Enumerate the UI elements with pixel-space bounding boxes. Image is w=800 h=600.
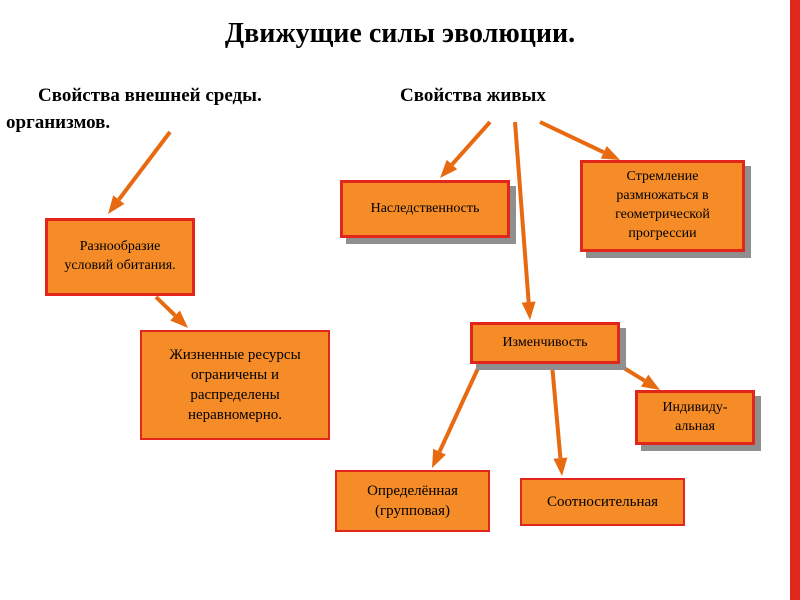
arrowhead-living-to-variability — [522, 302, 536, 320]
arrow-living-to-reproduction — [540, 122, 604, 152]
arrow-var-to-correlative — [552, 364, 560, 458]
subtitle-right: Свойства живых — [400, 85, 546, 107]
box-definite: Определённая (групповая) — [335, 470, 490, 532]
arrow-habitat-to-resources — [156, 297, 175, 315]
box-resources: Жизненные ресурсы ограничены и распредел… — [140, 330, 330, 440]
box-habitat: Разнообразие условий обитания. — [45, 218, 195, 296]
arrow-env-to-habitat — [119, 132, 170, 200]
page-title: Движущие силы эволюции. — [0, 18, 800, 50]
arrowhead-var-to-correlative — [553, 457, 567, 476]
box-correlative-label: Соотносительная — [528, 492, 677, 512]
accent-band — [790, 0, 800, 600]
box-definite-label: Определённая (групповая) — [343, 481, 482, 522]
arrow-var-to-definite — [440, 364, 480, 452]
arrowhead-habitat-to-resources — [170, 310, 188, 328]
box-habitat-label: Разнообразие условий обитания. — [54, 238, 186, 276]
box-variability-label: Изменчивость — [479, 334, 611, 353]
arrowhead-env-to-habitat — [108, 195, 124, 214]
subtitle-left: Свойства внешней среды. — [38, 85, 262, 107]
box-individual-label: Индивиду-альная — [644, 399, 746, 437]
box-reproduction-label: Стремление размножаться в геометрической… — [589, 168, 736, 244]
arrow-living-to-heredity — [452, 122, 490, 165]
box-heredity-label: Наследственность — [349, 200, 501, 219]
box-heredity: Наследственность — [340, 180, 510, 238]
arrowhead-living-to-heredity — [440, 160, 457, 178]
arrowhead-living-to-reproduction — [601, 146, 620, 160]
box-resources-label: Жизненные ресурсы ограничены и распредел… — [148, 345, 322, 426]
subtitle-line2: организмов. — [6, 112, 110, 134]
box-variability: Изменчивость — [470, 322, 620, 364]
arrowhead-var-to-definite — [432, 449, 446, 468]
box-reproduction: Стремление размножаться в геометрической… — [580, 160, 745, 252]
box-correlative: Соотносительная — [520, 478, 685, 526]
box-individual: Индивиду-альная — [635, 390, 755, 445]
arrowhead-var-to-individual — [641, 375, 660, 390]
arrow-living-to-variability — [515, 122, 529, 302]
